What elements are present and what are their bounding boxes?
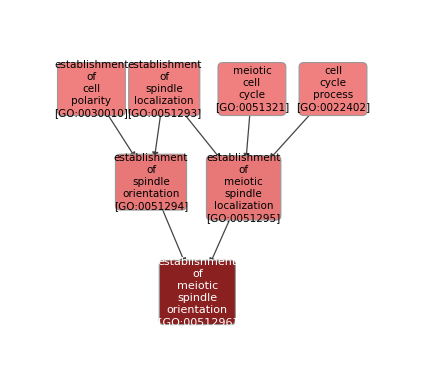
FancyBboxPatch shape	[298, 62, 366, 116]
Text: cell
cycle
process
[GO:0022402]: cell cycle process [GO:0022402]	[295, 66, 369, 112]
Text: establishment
of
spindle
orientation
[GO:0051294]: establishment of spindle orientation [GO…	[114, 153, 188, 211]
FancyBboxPatch shape	[159, 260, 235, 325]
Text: establishment
of
cell
polarity
[GO:0030010]: establishment of cell polarity [GO:00300…	[54, 60, 128, 118]
FancyBboxPatch shape	[115, 154, 186, 210]
FancyBboxPatch shape	[58, 62, 125, 116]
Text: establishment
of
meiotic
spindle
localization
[GO:0051295]: establishment of meiotic spindle localiz…	[206, 153, 280, 223]
Text: meiotic
cell
cycle
[GO:0051321]: meiotic cell cycle [GO:0051321]	[214, 66, 288, 112]
Text: establishment
of
spindle
localization
[GO:0051293]: establishment of spindle localization [G…	[127, 60, 201, 118]
FancyBboxPatch shape	[128, 62, 199, 116]
Text: establishment
of
meiotic
spindle
orientation
[GO:0051296]: establishment of meiotic spindle orienta…	[157, 257, 236, 327]
FancyBboxPatch shape	[218, 62, 285, 116]
FancyBboxPatch shape	[206, 155, 280, 220]
